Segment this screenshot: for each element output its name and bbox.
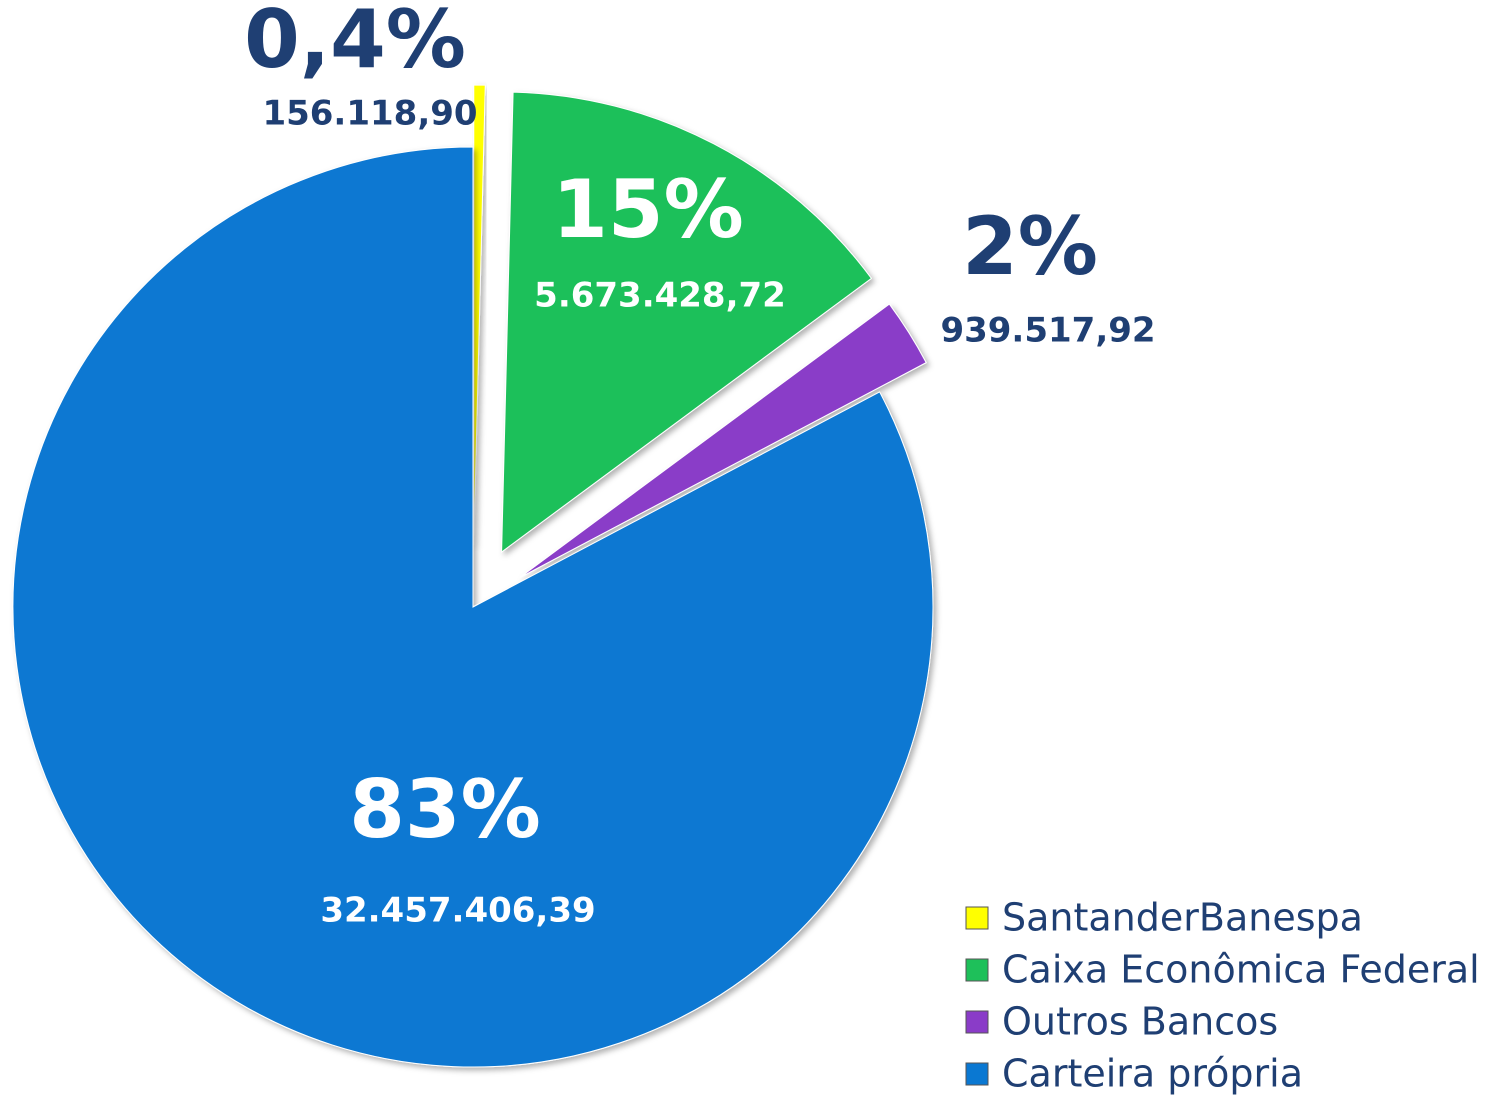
legend-label: Outros Bancos [1002,1000,1278,1044]
pie-slice [12,146,934,1068]
pie-slice [501,91,873,553]
value-label: 156.118,90 [262,94,477,134]
value-label: 5.673.428,72 [534,276,786,316]
legend-swatch [965,958,989,982]
percent-label: 15% [552,163,743,256]
legend-swatch [965,1062,989,1086]
value-label: 32.457.406,39 [320,891,595,931]
percent-label: 0,4% [244,0,466,86]
value-label: 939.517,92 [940,311,1155,351]
percent-label: 2% [962,200,1098,293]
pie-slice [519,303,927,579]
pie-slice [473,84,486,546]
legend-label: Carteira própria [1002,1052,1303,1096]
percent-label: 83% [349,763,540,856]
legend-swatch [965,1010,989,1034]
legend-label: SantanderBanespa [1002,896,1363,940]
legend-swatch [965,906,989,930]
legend-label: Caixa Econômica Federal [1002,948,1480,992]
